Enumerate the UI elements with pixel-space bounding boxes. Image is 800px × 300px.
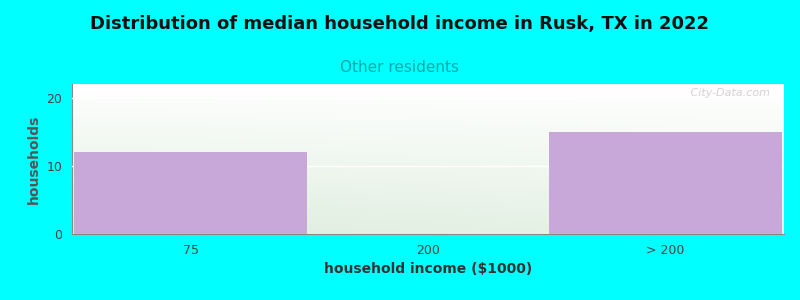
Bar xyxy=(74,152,307,234)
X-axis label: household income ($1000): household income ($1000) xyxy=(324,262,532,276)
Text: Other residents: Other residents xyxy=(341,60,459,75)
Text: City-Data.com: City-Data.com xyxy=(680,88,770,98)
Bar xyxy=(549,132,782,234)
Text: Distribution of median household income in Rusk, TX in 2022: Distribution of median household income … xyxy=(90,15,710,33)
Y-axis label: households: households xyxy=(27,114,41,204)
